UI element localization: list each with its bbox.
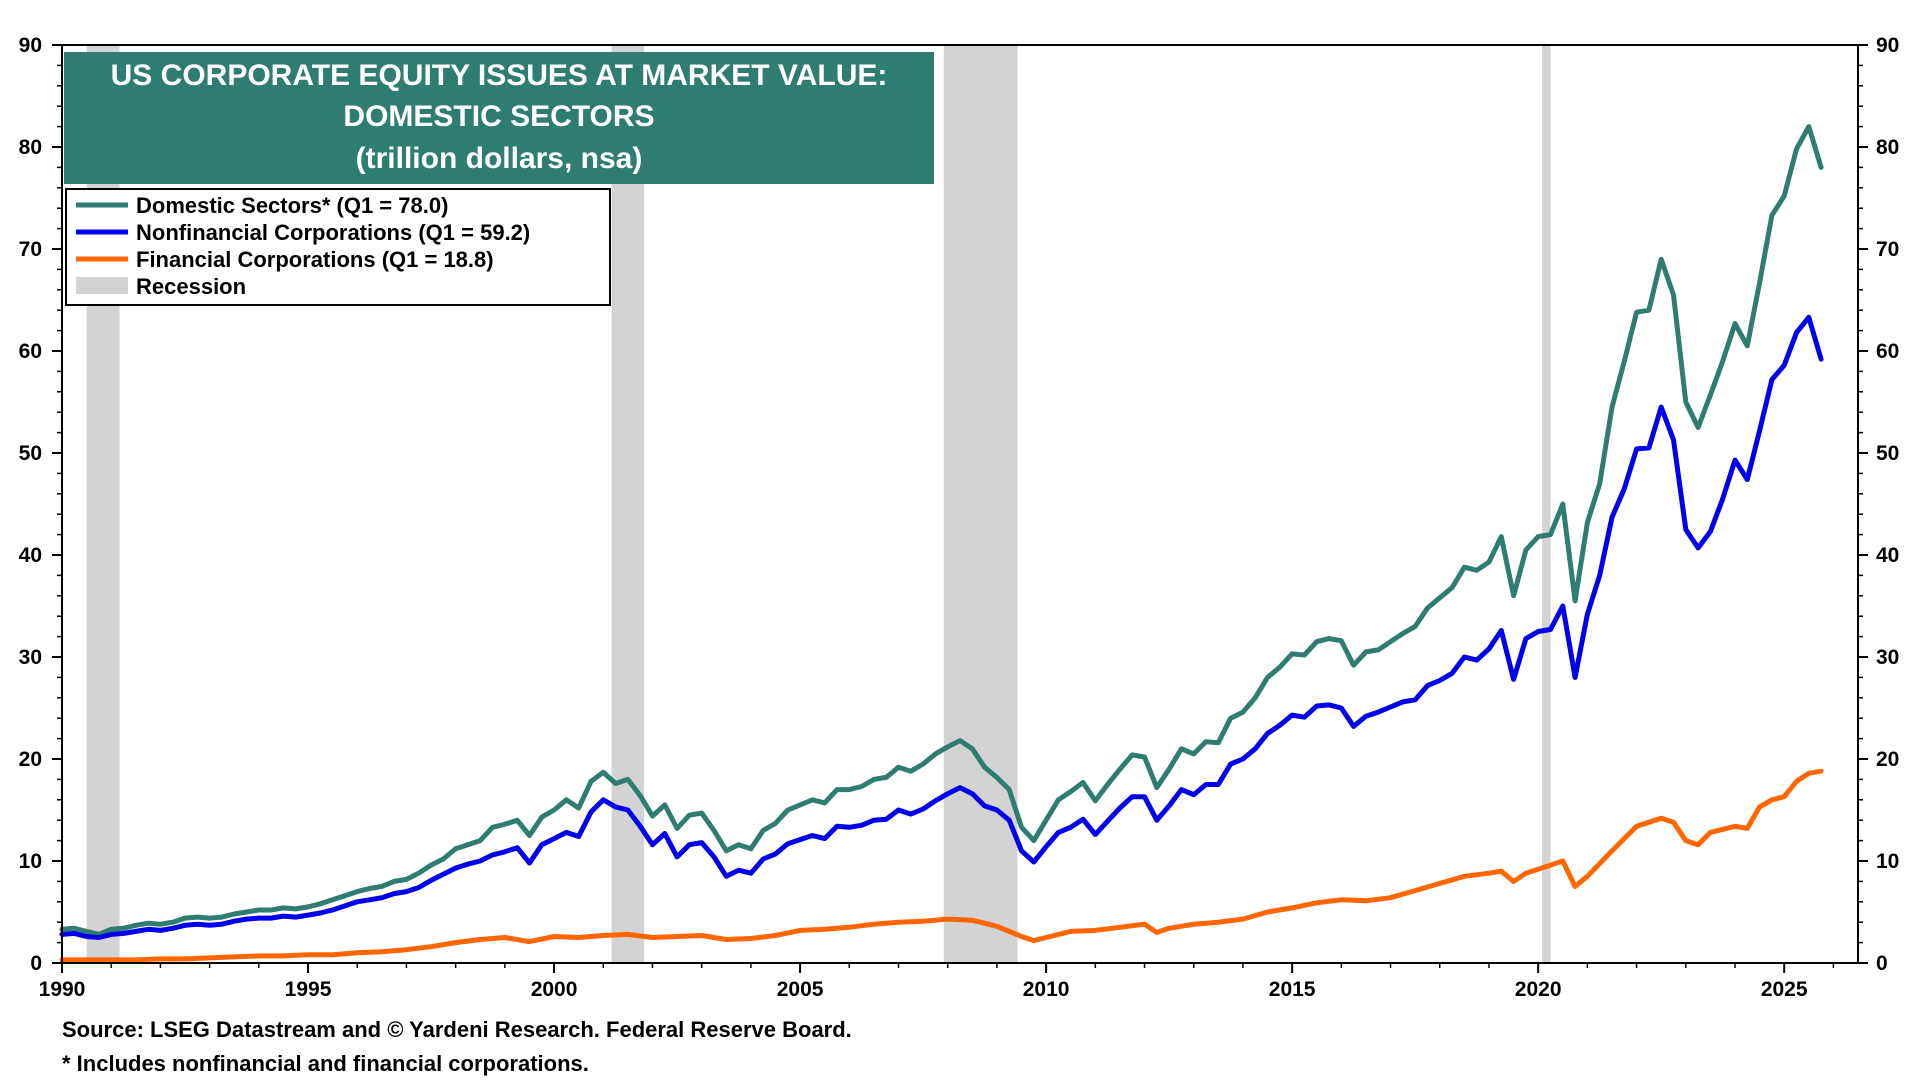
y-tick-label-right: 60: [1876, 340, 1899, 363]
legend: Domestic Sectors* (Q1 = 78.0) Nonfinanci…: [65, 188, 611, 306]
y-tick-label-right: 50: [1876, 442, 1899, 465]
y-tick-label-right: 30: [1876, 646, 1899, 669]
x-tick-label: 2015: [1269, 978, 1316, 1001]
legend-box: [65, 188, 611, 306]
y-tick-label-left: 20: [19, 748, 42, 771]
y-tick-label-left: 80: [19, 136, 42, 159]
y-tick-label-right: 20: [1876, 748, 1899, 771]
recession-band-4: [1542, 45, 1551, 963]
source-note: Source: LSEG Datastream and © Yardeni Re…: [62, 1017, 852, 1042]
legend-label-recession: Recession: [136, 274, 246, 299]
chart-title-box: US CORPORATE EQUITY ISSUES AT MARKET VAL…: [64, 52, 934, 184]
chart-title-line-1: US CORPORATE EQUITY ISSUES AT MARKET VAL…: [111, 59, 888, 92]
footnote: * Includes nonfinancial and financial co…: [62, 1051, 589, 1076]
y-tick-label-right: 40: [1876, 544, 1899, 567]
y-tick-label-left: 10: [19, 850, 42, 873]
y-tick-label-left: 90: [19, 34, 42, 57]
legend-label-financial: Financial Corporations (Q1 = 18.8): [136, 247, 494, 272]
y-tick-label-right: 90: [1876, 34, 1899, 57]
y-tick-label-left: 50: [19, 442, 42, 465]
legend-label-nonfinancial: Nonfinancial Corporations (Q1 = 59.2): [136, 220, 530, 245]
x-tick-label: 2020: [1515, 978, 1562, 1001]
plot-frame: [61, 44, 1859, 964]
x-tick-label: 2000: [531, 978, 578, 1001]
legend-swatch-recession: [76, 277, 128, 294]
y-tick-label-right: 0: [1876, 952, 1888, 975]
y-tick-label-left: 40: [19, 544, 42, 567]
y-tick-label-left: 30: [19, 646, 42, 669]
x-tick-label: 1990: [39, 978, 86, 1001]
title-background: [64, 52, 934, 184]
series-line-domestic-sectors: [59, 124, 1824, 937]
y-tick-label-right: 10: [1876, 850, 1899, 873]
recession-band-3: [943, 45, 1018, 963]
y-tick-label-left: 60: [19, 340, 42, 363]
chart-title-line-2: DOMESTIC SECTORS: [343, 100, 654, 133]
x-tick-label: 1995: [285, 978, 332, 1001]
series-line-nonfinancial-corporations: [59, 314, 1824, 940]
x-tick-label: 2005: [777, 978, 824, 1001]
y-tick-label-left: 70: [19, 238, 42, 261]
series-line-financial-corporations: [59, 768, 1824, 963]
x-tick-label: 2010: [1023, 978, 1070, 1001]
y-tick-label-right: 80: [1876, 136, 1899, 159]
series-lines: [59, 124, 1824, 963]
legend-label-domestic: Domestic Sectors* (Q1 = 78.0): [136, 193, 448, 218]
y-tick-label-left: 0: [30, 952, 42, 975]
chart-title-line-3: (trillion dollars, nsa): [356, 142, 643, 175]
y-tick-label-right: 70: [1876, 238, 1899, 261]
x-tick-label: 2025: [1761, 978, 1808, 1001]
